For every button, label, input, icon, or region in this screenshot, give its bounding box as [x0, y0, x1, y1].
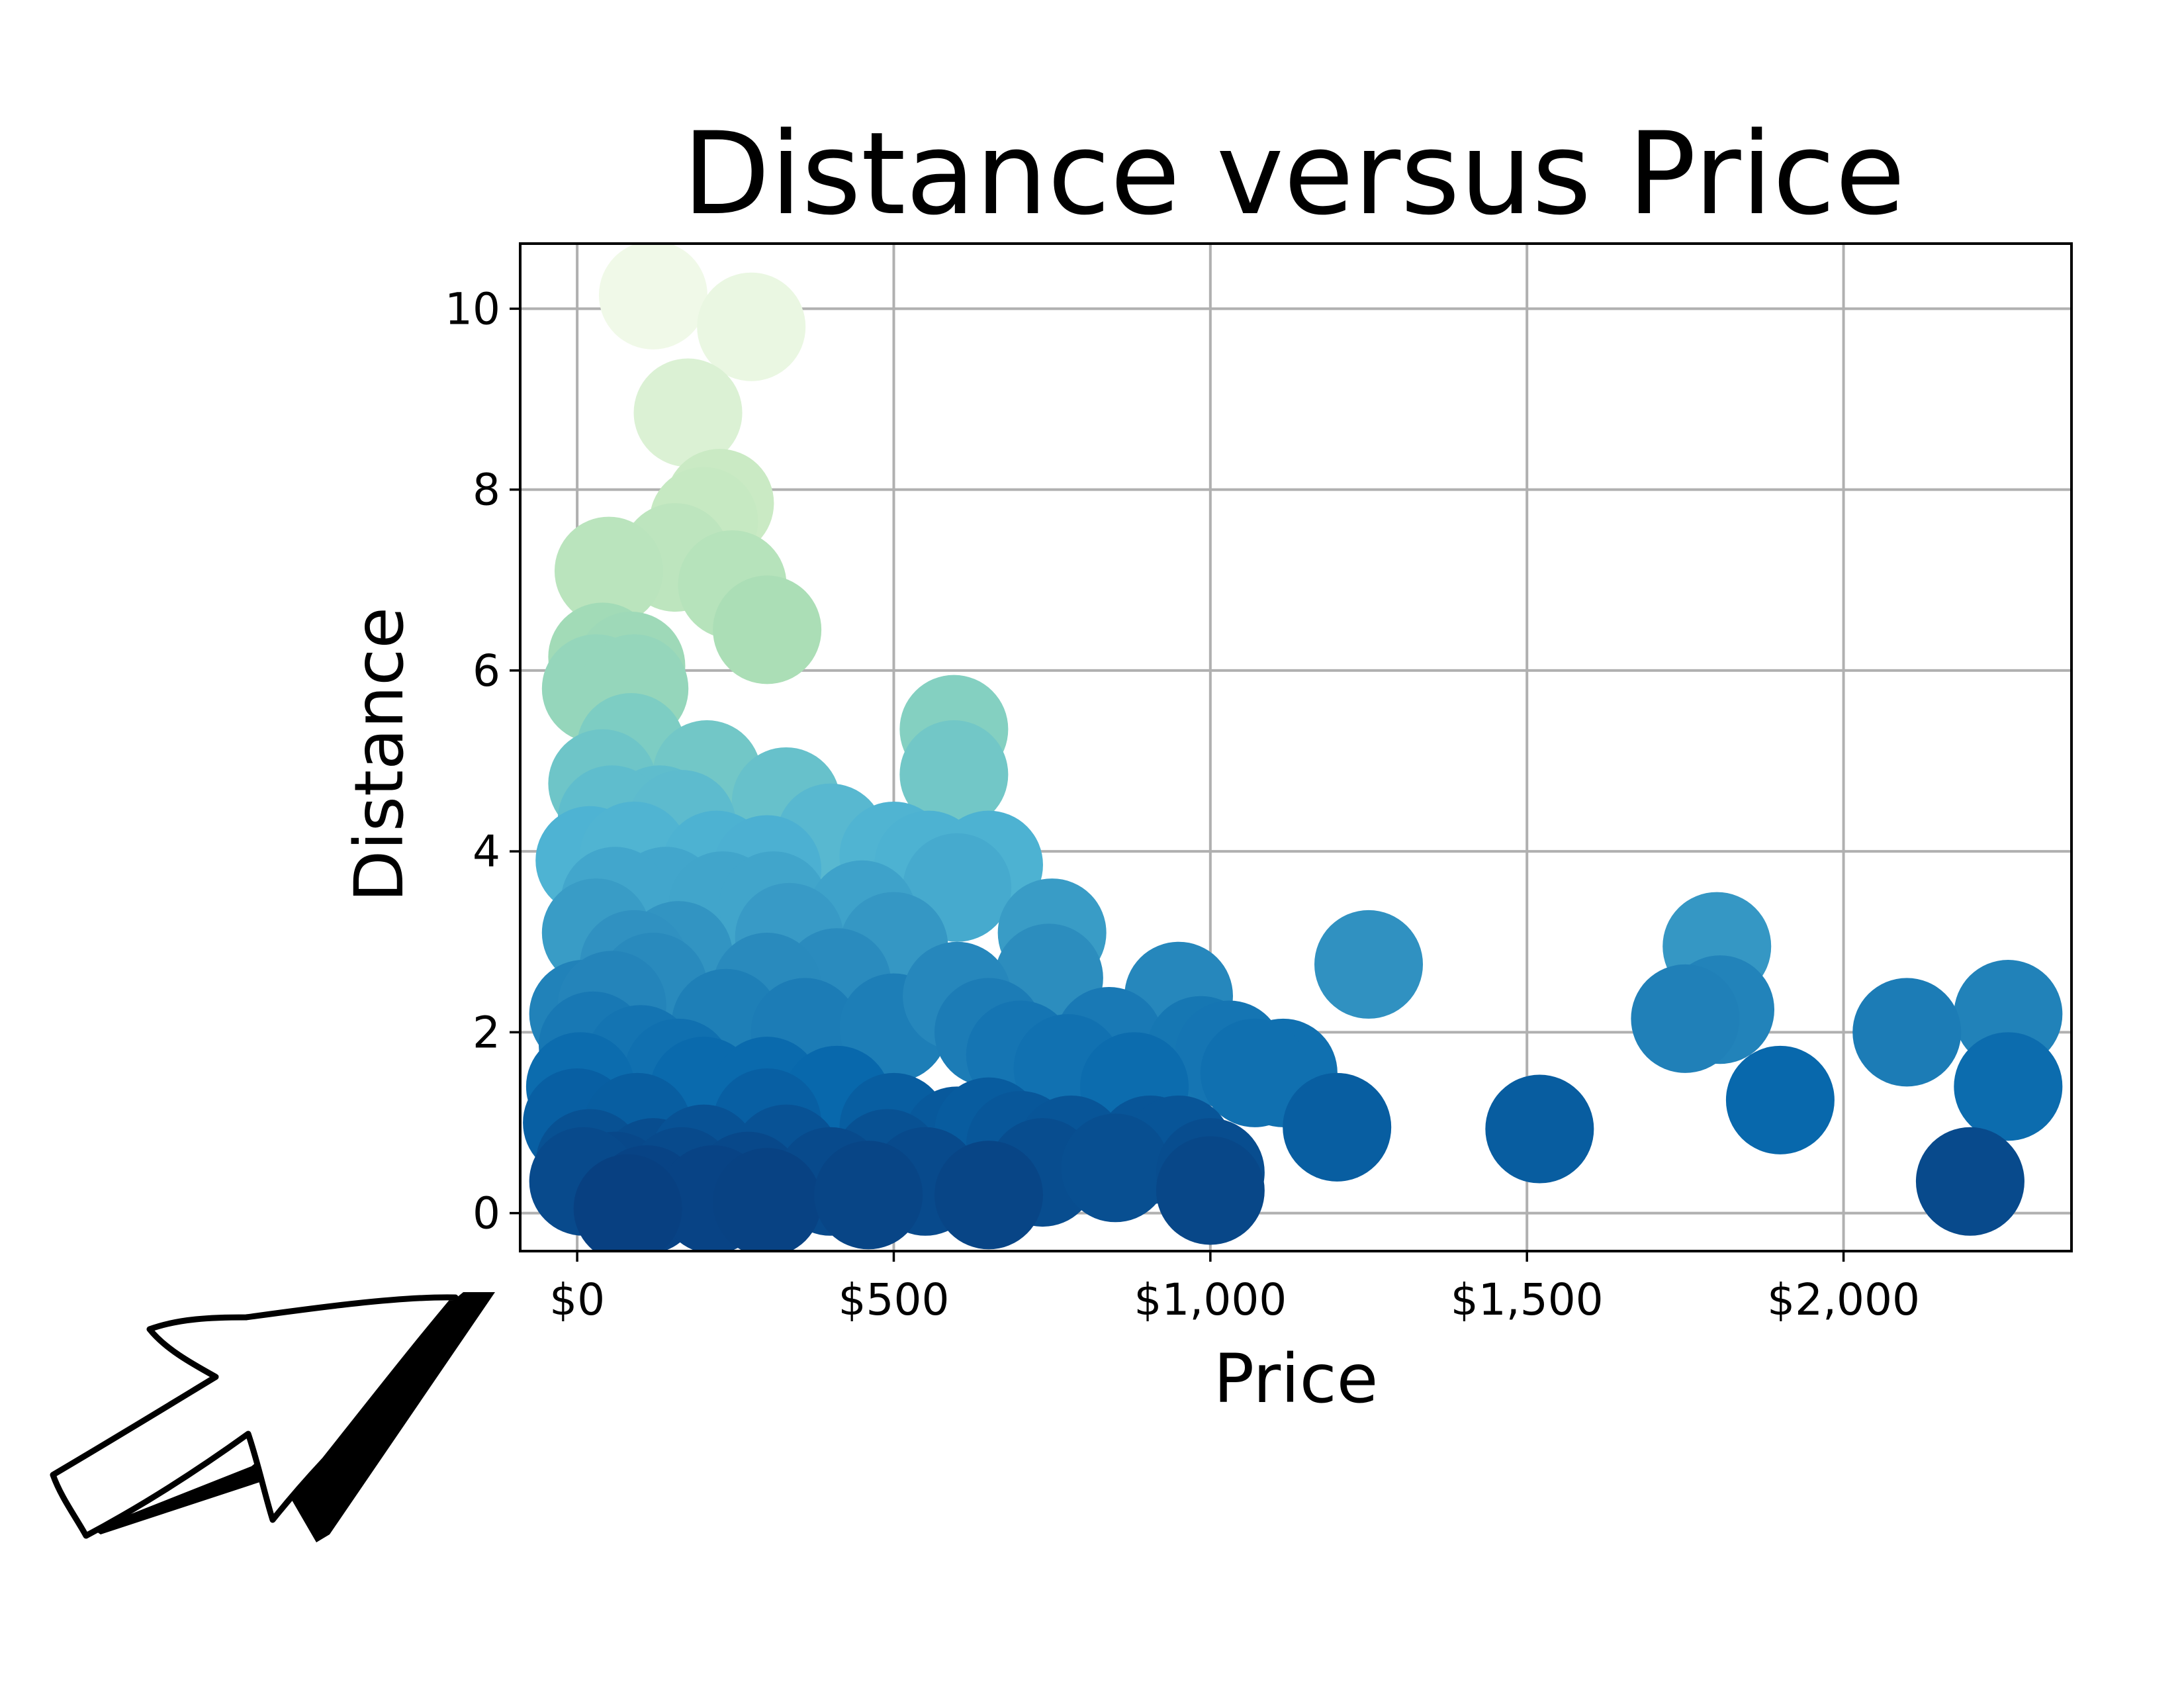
x-tick-label: $0	[549, 1274, 605, 1325]
data-point	[814, 1141, 923, 1250]
data-point	[934, 1141, 1043, 1250]
data-point	[899, 720, 1009, 829]
data-point	[1915, 1127, 2025, 1236]
x-tick-label: $2,000	[1767, 1274, 1920, 1325]
x-tick-label: $500	[838, 1274, 949, 1325]
data-point	[554, 516, 663, 626]
data-point	[1631, 964, 1740, 1073]
data-point	[633, 358, 743, 467]
data-point	[1283, 1072, 1392, 1182]
data-point	[573, 1154, 682, 1251]
x-axis-label: Price	[1214, 1340, 1379, 1419]
y-tick-label: 2	[473, 1007, 500, 1058]
x-tick-label: $1,500	[1451, 1274, 1604, 1325]
y-tick-label: 4	[473, 826, 500, 877]
data-point	[1852, 978, 1962, 1087]
data-point	[1061, 1113, 1170, 1223]
data-point	[598, 244, 707, 350]
chart-title: Distance versus Price	[682, 107, 1905, 240]
data-point	[713, 575, 822, 684]
hand-drawn-arrow-icon	[50, 1292, 495, 1542]
data-point	[1156, 1136, 1265, 1245]
y-tick-label: 6	[473, 645, 500, 696]
y-tick-label: 8	[473, 465, 500, 516]
data-point	[697, 272, 806, 381]
y-axis-label: Distance	[340, 607, 419, 902]
x-tick-label: $1,000	[1134, 1274, 1287, 1325]
plot-frame	[519, 242, 2073, 1252]
data-point	[1725, 1045, 1835, 1154]
data-points	[523, 244, 2063, 1251]
y-tick-label: 10	[445, 283, 500, 334]
data-point	[713, 1148, 822, 1251]
axis-ticks: $0 $500 $1,000 $1,500 $2,000 0 2 4 6 8 10	[445, 283, 1920, 1325]
data-point	[1954, 1032, 2063, 1141]
y-tick-label: 0	[473, 1188, 500, 1239]
data-point	[1485, 1074, 1594, 1184]
data-point	[1200, 1018, 1309, 1127]
data-point	[1314, 910, 1424, 1019]
